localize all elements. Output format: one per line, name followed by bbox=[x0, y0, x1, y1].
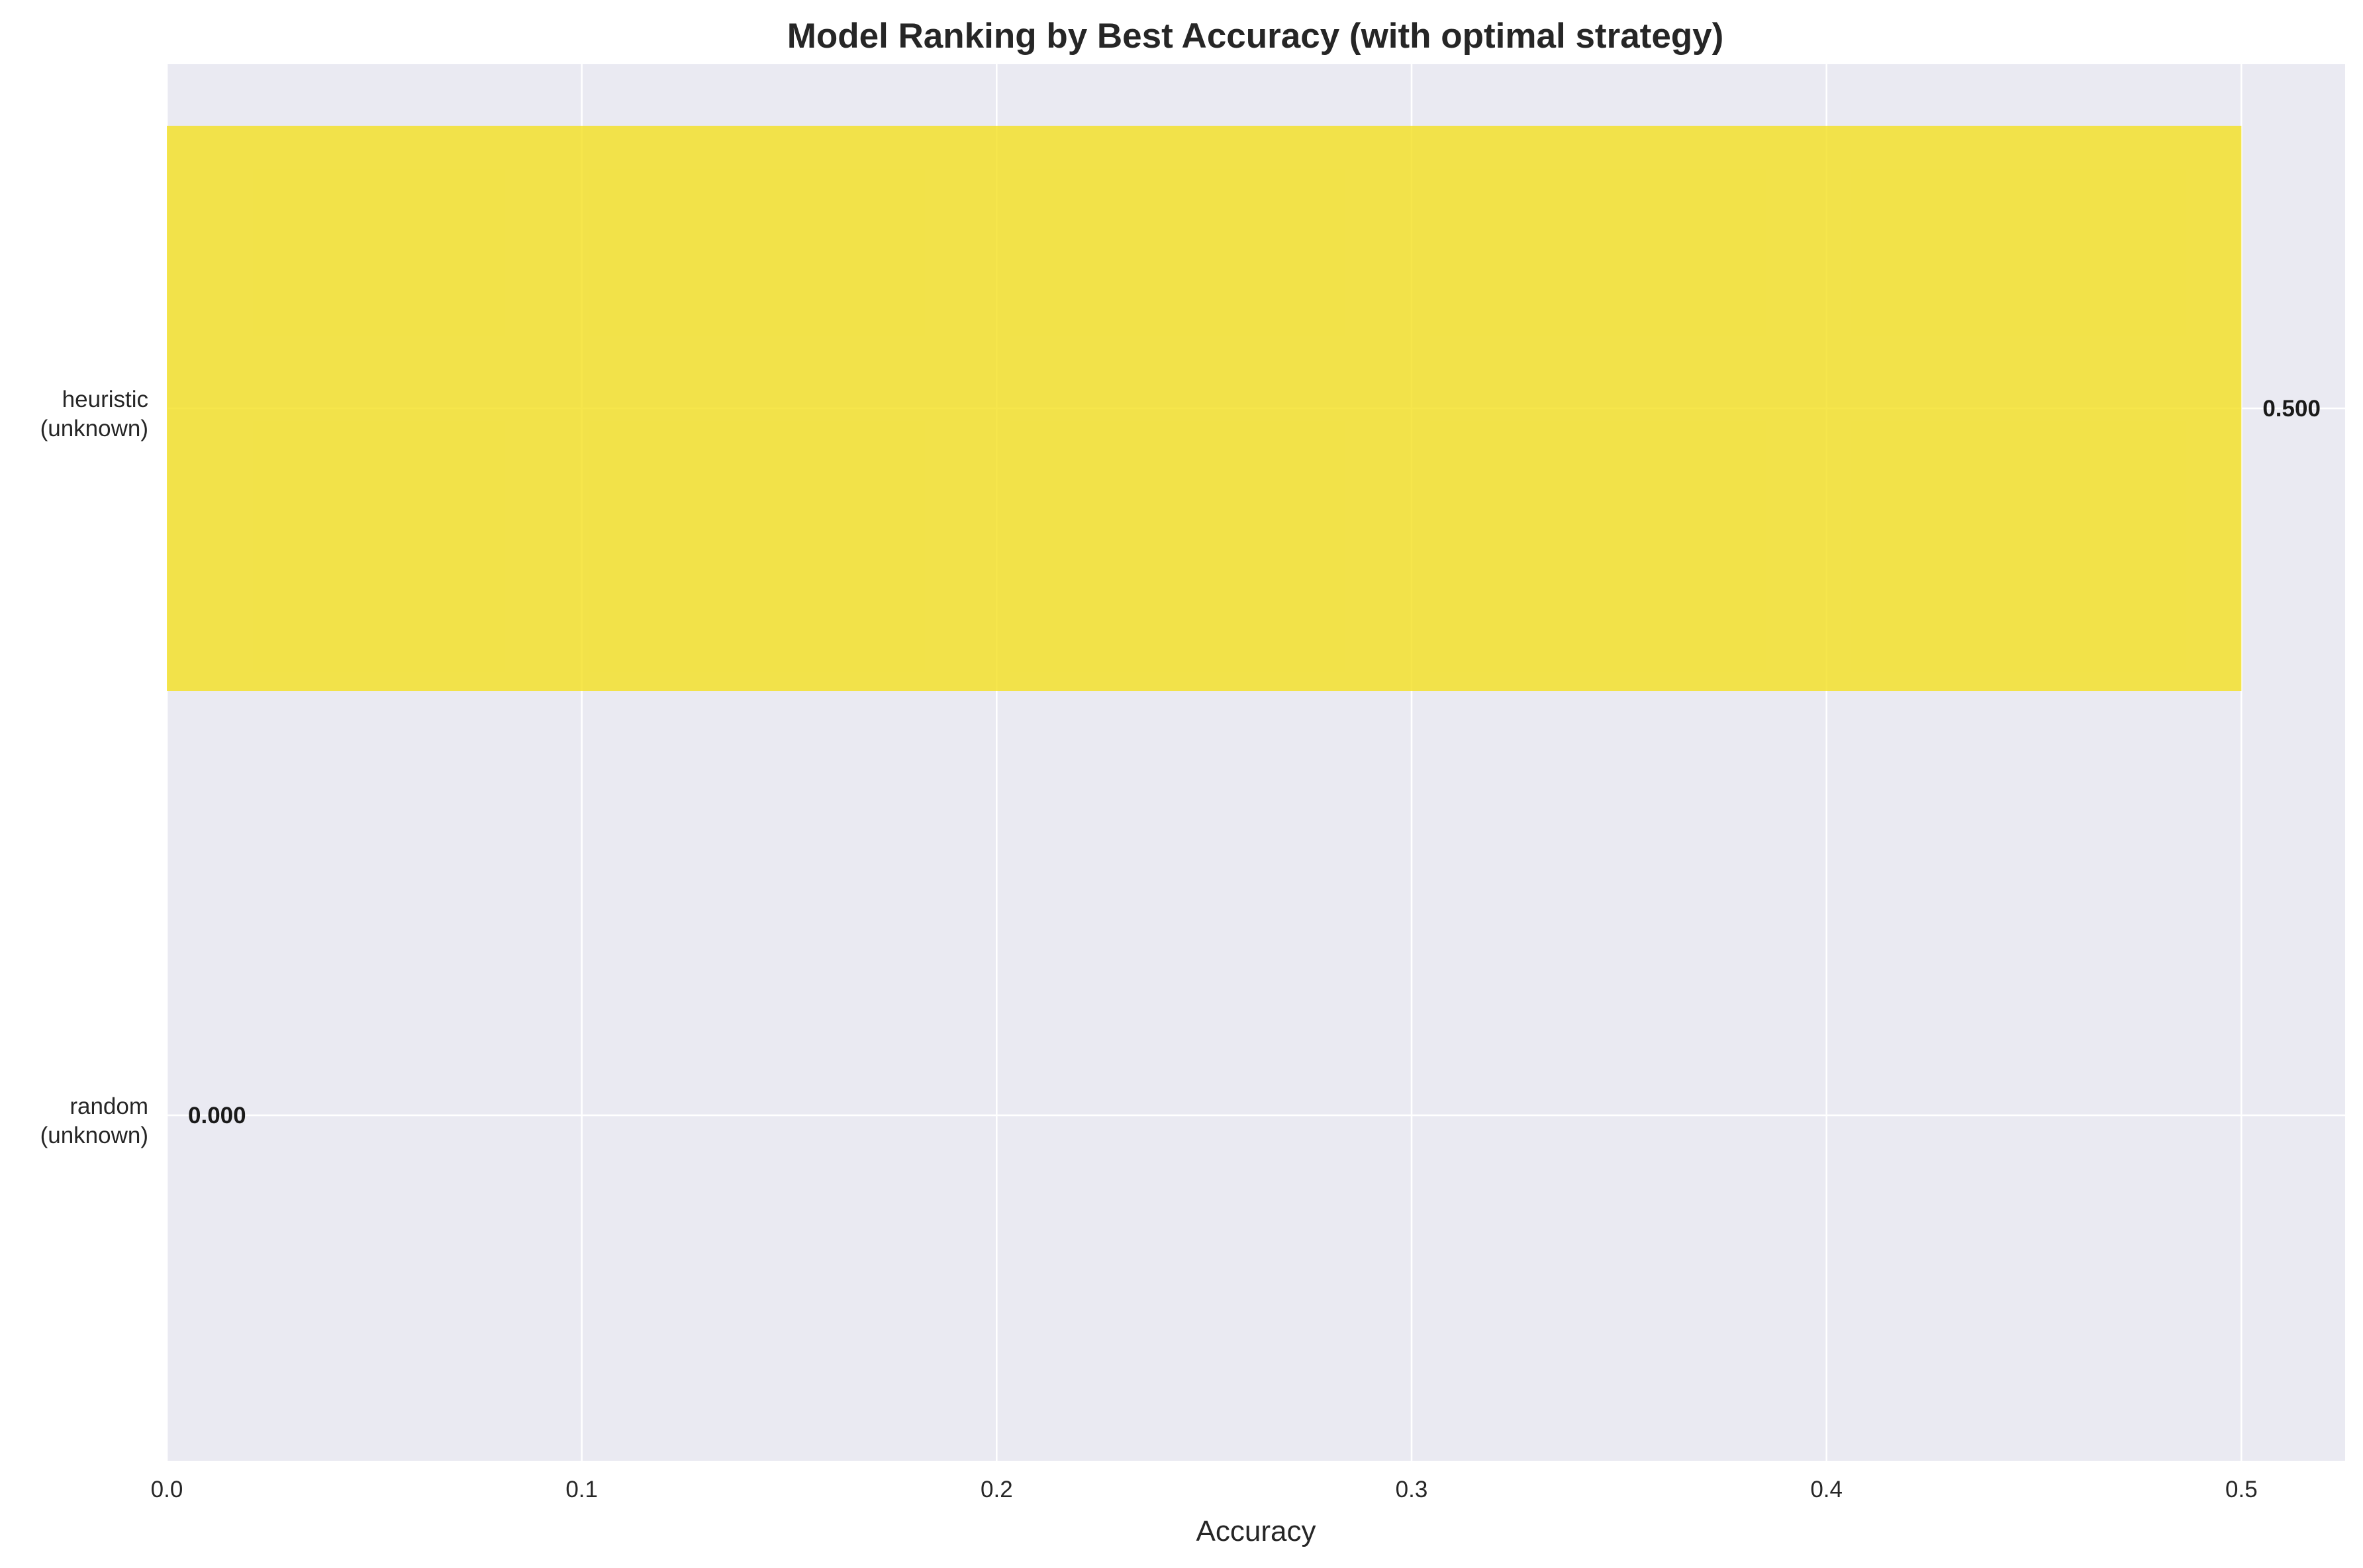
x-axis-label: Accuracy bbox=[1196, 1515, 1316, 1547]
x-tick-label-4: 0.4 bbox=[1810, 1477, 1843, 1502]
bars bbox=[167, 126, 2242, 691]
x-tick-label-1: 0.1 bbox=[565, 1477, 598, 1502]
value-label-1: 0.000 bbox=[188, 1103, 246, 1129]
y-tick-label-line: (unknown) bbox=[40, 416, 148, 441]
chart-title: Model Ranking by Best Accuracy (with opt… bbox=[787, 17, 1724, 56]
value-label-0: 0.500 bbox=[2262, 396, 2321, 422]
y-tick-labels: heuristic (unknown) random (unknown) bbox=[40, 387, 148, 1148]
x-tick-label-0: 0.0 bbox=[151, 1477, 183, 1502]
y-tick-label-line: random bbox=[70, 1093, 148, 1119]
x-tick-labels: 0.0 0.1 0.2 0.3 0.4 0.5 bbox=[151, 1477, 2258, 1502]
y-tick-label-line: (unknown) bbox=[40, 1123, 148, 1148]
y-tick-label-0: heuristic (unknown) bbox=[40, 387, 148, 441]
x-tick-label-3: 0.3 bbox=[1396, 1477, 1428, 1502]
bar-0 bbox=[167, 126, 2242, 691]
y-tick-label-1: random (unknown) bbox=[40, 1093, 148, 1148]
x-tick-label-2: 0.2 bbox=[981, 1477, 1013, 1502]
value-labels: 0.500 0.000 bbox=[188, 396, 2321, 1129]
x-tick-label-5: 0.5 bbox=[2225, 1477, 2258, 1502]
y-tick-label-line: heuristic bbox=[62, 387, 148, 412]
